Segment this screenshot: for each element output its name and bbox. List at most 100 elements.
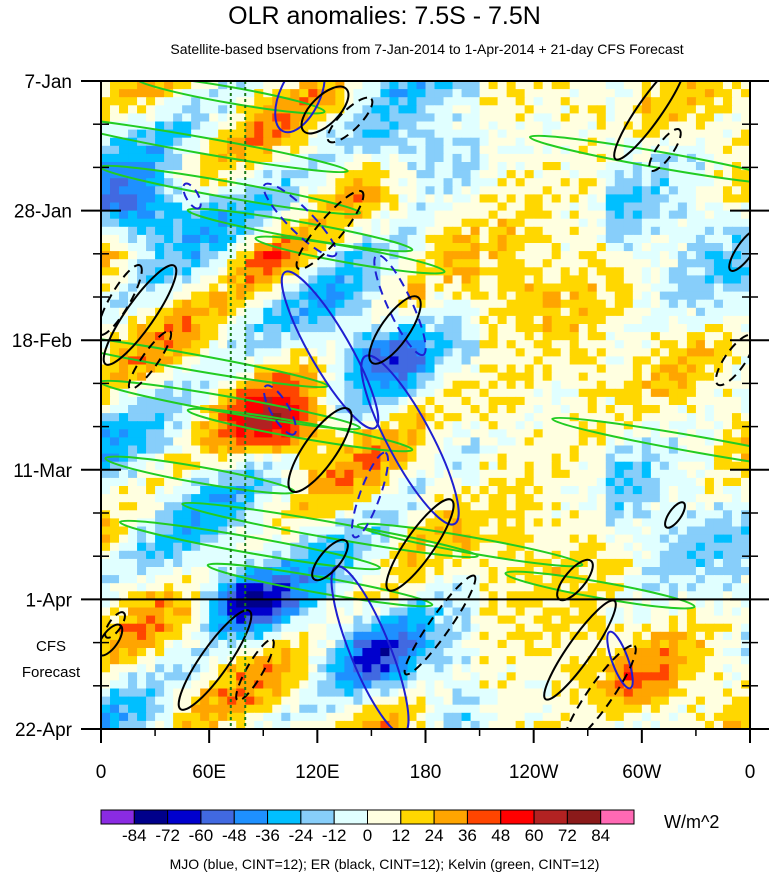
anomaly-cell — [605, 518, 616, 528]
anomaly-cell — [155, 364, 165, 374]
anomaly-cell — [515, 615, 526, 625]
anomaly-cell — [668, 178, 679, 187]
anomaly-cell — [686, 607, 697, 617]
anomaly-cell — [218, 413, 228, 422]
anomaly-cell — [425, 259, 436, 268]
anomaly-cell — [650, 267, 661, 276]
anomaly-cell — [425, 534, 436, 544]
anomaly-cell — [128, 226, 138, 236]
anomaly-cell — [308, 591, 318, 600]
anomaly-cell — [614, 534, 625, 544]
anomaly-cell — [173, 194, 183, 204]
anomaly-cell — [245, 510, 255, 519]
anomaly-cell — [695, 243, 706, 252]
anomaly-cell — [335, 364, 345, 374]
anomaly-cell — [227, 291, 237, 301]
anomaly-cell — [119, 153, 129, 163]
anomaly-cell — [587, 615, 598, 625]
anomaly-cell — [695, 275, 706, 285]
anomaly-cell — [146, 170, 156, 179]
anomaly-cell — [578, 518, 589, 528]
anomaly-cell — [236, 275, 246, 285]
anomaly-cell — [632, 607, 643, 617]
anomaly-cell — [704, 469, 715, 479]
anomaly-cell — [218, 89, 228, 98]
anomaly-cell — [443, 153, 454, 163]
anomaly-cell — [128, 405, 138, 414]
anomaly-cell — [380, 218, 391, 228]
anomaly-cell — [641, 210, 652, 220]
anomaly-cell — [254, 607, 264, 617]
anomaly-cell — [137, 591, 147, 600]
anomaly-cell — [722, 607, 733, 617]
anomaly-cell — [155, 324, 165, 333]
anomaly-cell — [569, 607, 580, 617]
anomaly-cell — [479, 137, 490, 147]
anomaly-cell — [146, 226, 156, 236]
anomaly-cell — [632, 89, 643, 98]
anomaly-cell — [614, 226, 625, 236]
anomaly-cell — [398, 283, 409, 293]
anomaly-cell — [281, 275, 291, 285]
anomaly-cell — [110, 631, 120, 641]
anomaly-cell — [695, 299, 706, 309]
anomaly-cell — [461, 591, 472, 600]
anomaly-cell — [731, 558, 742, 568]
anomaly-cell — [623, 453, 634, 463]
anomaly-cell — [308, 494, 318, 503]
anomaly-cell — [389, 494, 400, 503]
anomaly-cell — [452, 364, 463, 374]
anomaly-cell — [533, 437, 544, 447]
anomaly-cell — [344, 372, 354, 382]
anomaly-cell — [569, 153, 580, 163]
anomaly-cell — [515, 518, 526, 528]
anomaly-cell — [533, 453, 544, 463]
anomaly-cell — [272, 113, 282, 123]
anomaly-cell — [596, 607, 607, 617]
anomaly-cell — [344, 315, 354, 325]
anomaly-cell — [722, 477, 733, 487]
anomaly-cell — [524, 502, 535, 511]
anomaly-cell — [596, 153, 607, 163]
anomaly-cell — [398, 413, 409, 422]
anomaly-cell — [731, 526, 742, 536]
anomaly-cell — [182, 340, 192, 349]
anomaly-cell — [326, 526, 336, 536]
anomaly-cell — [533, 283, 544, 293]
anomaly-cell — [677, 291, 688, 301]
anomaly-cell — [137, 623, 147, 633]
anomaly-cell — [452, 591, 463, 600]
anomaly-cell — [452, 243, 463, 252]
anomaly-cell — [722, 558, 733, 568]
anomaly-cell — [173, 243, 183, 252]
anomaly-cell — [245, 226, 255, 236]
anomaly-cell — [713, 218, 724, 228]
anomaly-cell — [398, 348, 409, 357]
anomaly-cell — [155, 348, 165, 357]
anomaly-cell — [146, 113, 156, 123]
anomaly-cell — [533, 405, 544, 414]
anomaly-cell — [362, 259, 373, 268]
anomaly-cell — [605, 162, 616, 171]
anomaly-cell — [659, 348, 670, 357]
anomaly-cell — [191, 218, 201, 228]
anomaly-cell — [272, 307, 282, 317]
anomaly-cell — [650, 396, 661, 406]
anomaly-cell — [254, 153, 264, 163]
anomaly-cell — [290, 243, 300, 252]
anomaly-cell — [425, 396, 436, 406]
anomaly-cell — [263, 129, 273, 139]
anomaly-cell — [677, 461, 688, 471]
anomaly-cell — [398, 162, 409, 171]
anomaly-cell — [650, 372, 661, 382]
anomaly-cell — [722, 405, 733, 414]
anomaly-cell — [182, 218, 192, 228]
anomaly-cell — [191, 259, 201, 268]
anomaly-cell — [119, 372, 129, 382]
anomaly-cell — [227, 639, 237, 649]
anomaly-cell — [569, 251, 580, 260]
anomaly-cell — [254, 348, 264, 357]
anomaly-cell — [623, 631, 634, 641]
anomaly-cell — [479, 607, 490, 617]
anomaly-cell — [515, 477, 526, 487]
